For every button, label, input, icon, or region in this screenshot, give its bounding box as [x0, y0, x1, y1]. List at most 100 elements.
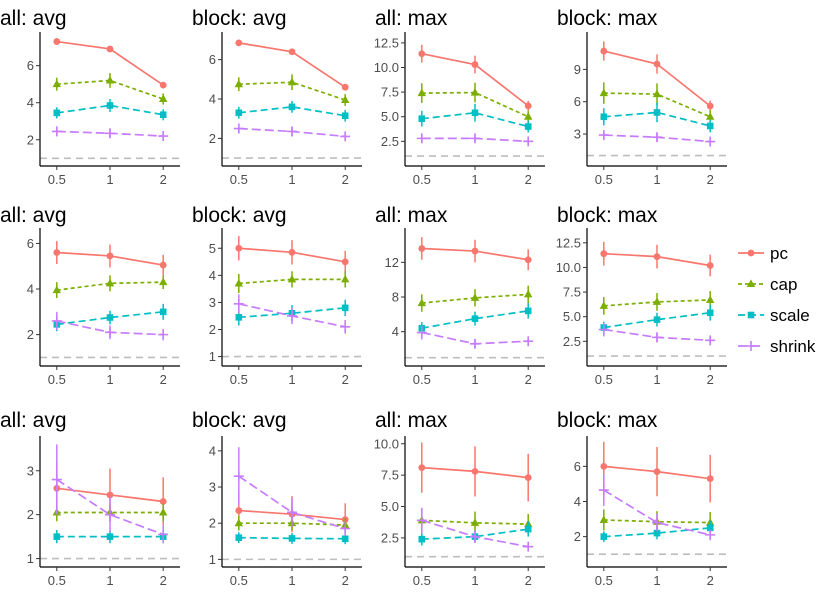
- y-tick-label: 6: [574, 94, 581, 109]
- data-point: [235, 109, 243, 117]
- data-point: [652, 132, 662, 143]
- series-shrink: [233, 447, 351, 536]
- x-tick-label: 0.5: [413, 573, 431, 588]
- x-tick-label: 1: [106, 172, 113, 187]
- x-tick-label: 1: [106, 372, 113, 387]
- panel-1: all: avg 2 4 6 0.5 1 2: [0, 7, 180, 187]
- panel-title: all: avg: [0, 409, 67, 432]
- y-tick-label: 2: [27, 507, 34, 522]
- y-tick-label: 12: [385, 255, 399, 270]
- panel-title: all: max: [375, 7, 448, 30]
- y-tick-label: 2: [209, 322, 216, 337]
- y-tick-label: 6: [27, 58, 34, 73]
- y-tick-label: 2: [574, 529, 581, 544]
- data-point: [416, 327, 427, 338]
- y-tick-label: 5.0: [381, 499, 399, 514]
- data-point: [106, 491, 114, 499]
- data-point: [418, 115, 426, 122]
- series-cap: [52, 73, 168, 105]
- panel-title: block: max: [557, 7, 658, 30]
- panel-5: all: avg 2 4 6 0.5 1 2: [0, 204, 180, 387]
- data-point: [523, 541, 534, 552]
- panel-11: all: max 2.5 5.0 7.5 10.0 0.5 1 2: [374, 409, 545, 588]
- data-point: [52, 285, 61, 294]
- panel-title: block: avg: [192, 409, 287, 432]
- x-tick-label: 0.5: [413, 372, 431, 387]
- y-tick-label: 10.0: [556, 260, 581, 275]
- data-point: [105, 128, 115, 139]
- legend-label-pc: pc: [770, 244, 788, 263]
- data-point: [653, 529, 661, 537]
- y-tick-label: 5: [209, 241, 216, 256]
- y-tick-label: 2: [209, 131, 216, 146]
- data-point: [288, 48, 296, 56]
- data-point: [471, 467, 479, 475]
- x-tick-label: 0.5: [230, 372, 248, 387]
- data-point: [158, 529, 169, 540]
- series-cap: [599, 82, 715, 124]
- data-point: [341, 112, 349, 120]
- data-point: [523, 336, 534, 347]
- series-cap: [52, 275, 168, 299]
- data-point: [418, 245, 426, 252]
- series-pc: [235, 39, 349, 91]
- series-line: [421, 111, 529, 128]
- data-point: [524, 112, 533, 120]
- data-point: [600, 250, 608, 258]
- legend-label-scale: scale: [770, 306, 810, 325]
- series-pc: [418, 44, 532, 111]
- data-point: [341, 304, 349, 312]
- data-point: [600, 47, 608, 55]
- data-point: [105, 509, 115, 520]
- data-point: [106, 252, 114, 260]
- series-line: [238, 522, 346, 526]
- y-tick-label: 4: [209, 443, 216, 458]
- x-tick-label: 1: [653, 172, 660, 187]
- panel-title: all: avg: [0, 204, 67, 227]
- series-scale: [53, 99, 167, 121]
- data-point: [524, 256, 532, 264]
- data-point: [105, 278, 115, 287]
- data-point: [653, 109, 661, 116]
- series-cap: [417, 285, 533, 312]
- y-tick-label: 3: [27, 463, 34, 478]
- data-point: [599, 301, 608, 309]
- data-point: [600, 462, 608, 470]
- y-tick-label: 2.5: [381, 134, 399, 149]
- data-point: [653, 253, 661, 261]
- data-point: [51, 315, 62, 326]
- legend-key-marker: [747, 249, 755, 257]
- y-tick-label: 4: [392, 324, 399, 339]
- series-shrink: [51, 444, 169, 544]
- y-tick-label: 3: [574, 127, 581, 142]
- x-tick-label: 2: [160, 573, 167, 588]
- series-shrink: [598, 474, 716, 541]
- data-point: [706, 475, 714, 483]
- x-tick-label: 0.5: [595, 372, 613, 387]
- data-point: [524, 123, 532, 130]
- x-tick-label: 2: [525, 172, 532, 187]
- data-point: [51, 126, 62, 137]
- y-tick-label: 8: [392, 290, 399, 305]
- data-point: [416, 515, 427, 526]
- data-point: [287, 310, 297, 321]
- x-tick-label: 1: [653, 573, 660, 588]
- x-tick-label: 2: [707, 172, 714, 187]
- data-point: [235, 244, 243, 252]
- y-tick-label: 12.5: [556, 235, 581, 250]
- data-point: [235, 39, 243, 47]
- y-tick-label: 6: [27, 236, 34, 251]
- data-point: [288, 248, 296, 256]
- y-tick-label: 10.0: [374, 60, 399, 75]
- series-line: [421, 91, 529, 118]
- data-point: [470, 518, 480, 526]
- data-point: [159, 277, 168, 286]
- series-line: [603, 92, 711, 118]
- data-point: [234, 518, 243, 527]
- y-tick-label: 3: [209, 480, 216, 495]
- x-tick-label: 2: [707, 372, 714, 387]
- series-line: [238, 536, 346, 540]
- y-tick-label: 9: [574, 62, 581, 77]
- data-point: [470, 338, 480, 349]
